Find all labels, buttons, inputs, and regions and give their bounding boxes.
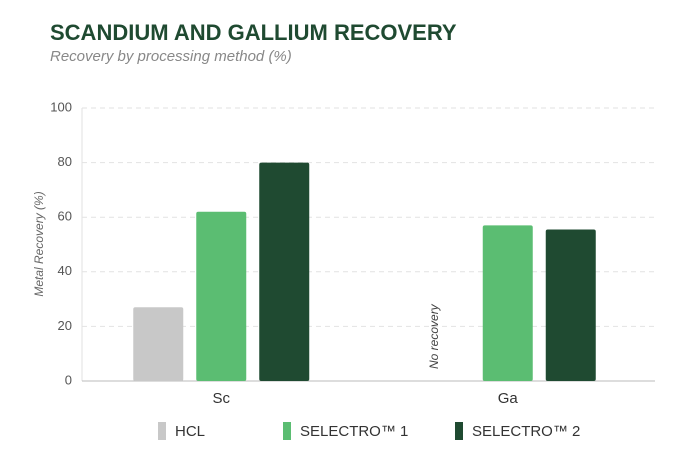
chart-title: SCANDIUM AND GALLIUM RECOVERY	[50, 20, 457, 45]
chart-subtitle: Recovery by processing method (%)	[50, 48, 292, 65]
legend-swatch	[158, 422, 166, 440]
bar	[133, 307, 184, 381]
y-tick-label: 100	[50, 99, 72, 114]
y-tick-label: 40	[58, 263, 72, 278]
bar	[196, 211, 247, 381]
legend-label: HCL	[175, 423, 205, 440]
legend-label: SELECTRO™ 2	[472, 423, 580, 440]
y-axis-label: Metal Recovery (%)	[32, 191, 46, 296]
legend-label: SELECTRO™ 1	[300, 423, 408, 440]
y-tick-label: 80	[58, 154, 72, 169]
y-tick-label: 20	[58, 318, 72, 333]
legend-swatch	[283, 422, 291, 440]
annotation: No recovery	[427, 303, 441, 369]
legend-swatch	[455, 422, 463, 440]
x-tick-label: Sc	[212, 390, 230, 407]
bar	[545, 229, 596, 381]
x-tick-label: Ga	[498, 390, 519, 407]
bar	[259, 162, 310, 381]
bar	[482, 225, 533, 381]
y-tick-label: 60	[58, 209, 72, 224]
y-tick-label: 0	[65, 372, 72, 387]
